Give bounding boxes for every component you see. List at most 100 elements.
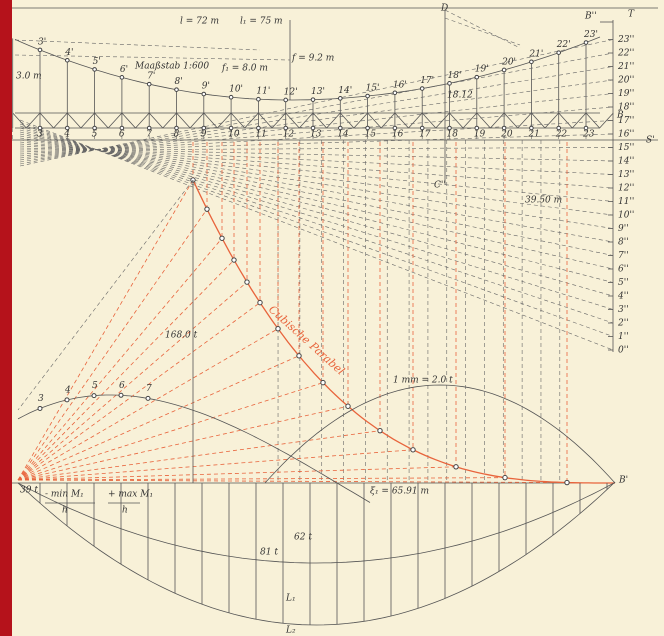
line	[503, 112, 518, 129]
line	[531, 112, 546, 129]
line	[572, 112, 587, 129]
scale-label: 2''	[617, 319, 629, 329]
line	[19, 147, 614, 151]
line	[444, 17, 521, 46]
node	[338, 96, 343, 101]
chord-node-label: 21	[527, 130, 539, 140]
line	[444, 9, 521, 49]
node	[345, 403, 351, 409]
line	[17, 302, 261, 481]
line	[585, 112, 600, 129]
node	[119, 125, 125, 131]
line	[17, 281, 248, 481]
node	[201, 91, 207, 97]
line	[19, 133, 614, 153]
node	[37, 47, 43, 53]
node	[365, 93, 370, 99]
node	[419, 125, 425, 131]
cable-node-label: 4'	[64, 48, 73, 58]
scale-label: 10''	[618, 211, 634, 221]
label: 81 t	[260, 548, 278, 558]
line	[17, 449, 414, 481]
line	[203, 112, 218, 129]
line	[19, 123, 614, 324]
node	[583, 40, 589, 45]
line	[408, 112, 423, 129]
node	[201, 125, 207, 131]
line	[17, 259, 235, 481]
chord-node-label: 7	[146, 130, 152, 140]
node	[419, 86, 425, 91]
label: 1 mm = 2.0 t	[393, 376, 453, 386]
node	[65, 125, 70, 131]
line	[19, 52, 614, 165]
scale-label: 14''	[618, 157, 634, 167]
line	[17, 238, 223, 481]
node	[392, 90, 398, 96]
line	[558, 112, 573, 129]
scale-label: 22''	[617, 49, 634, 59]
chord-node-label: 9	[201, 130, 207, 140]
scale-label: 0''	[618, 346, 629, 356]
label: l₁ = 75 m	[240, 17, 283, 27]
line	[39, 112, 54, 129]
node	[256, 96, 261, 102]
node	[501, 125, 507, 131]
line	[135, 112, 150, 129]
curve	[264, 384, 616, 484]
curve	[192, 179, 615, 484]
lower-node-label: 3	[38, 394, 44, 404]
line	[476, 112, 491, 129]
scale-label: 18''	[618, 103, 634, 113]
label: L₂	[285, 626, 296, 636]
line	[19, 137, 614, 229]
lower-node-label: 4	[64, 385, 71, 395]
scale-label: 9''	[618, 224, 629, 234]
label: 18.12	[447, 91, 473, 101]
node	[119, 75, 125, 80]
line	[17, 355, 300, 481]
lower-node-label: 7	[146, 384, 152, 394]
label: h	[122, 506, 128, 516]
node	[37, 125, 43, 131]
line	[367, 112, 382, 129]
line	[14, 39, 261, 51]
curve	[17, 481, 616, 626]
cable-node-label: 11'	[256, 87, 270, 97]
chord-node-label: 10	[228, 130, 240, 140]
node	[37, 405, 43, 411]
label: B	[616, 111, 624, 121]
label: L₁	[285, 594, 296, 604]
scale-label: 13''	[618, 170, 634, 180]
node	[145, 395, 151, 401]
chord-node-label: 8	[174, 130, 180, 140]
node	[320, 379, 326, 386]
scale-label: 8''	[618, 238, 629, 248]
curve	[17, 394, 371, 503]
scale-label: 3''	[618, 305, 629, 315]
line	[19, 125, 614, 310]
cable-node-label: 20'	[501, 57, 516, 67]
line	[353, 112, 368, 129]
line	[312, 112, 327, 129]
cable-node-label: 21'	[528, 49, 543, 59]
line	[380, 112, 396, 129]
label: B''	[584, 12, 597, 22]
label: T	[628, 10, 635, 20]
label: f₁ = 8.0 m	[221, 64, 268, 74]
line	[14, 54, 291, 61]
node	[257, 299, 263, 306]
chord-node-label: 11	[255, 130, 266, 140]
chord-node-label: 5	[92, 130, 98, 140]
node	[392, 125, 398, 131]
chord-node-label: 6	[119, 130, 125, 140]
label: 39.50 m	[525, 196, 562, 206]
line	[19, 139, 614, 216]
line	[394, 112, 409, 129]
line	[462, 112, 478, 129]
line	[17, 479, 568, 483]
scale-label: 20''	[617, 76, 634, 86]
line	[19, 121, 614, 337]
chord-node-label: 4	[63, 130, 70, 140]
line	[19, 135, 614, 243]
